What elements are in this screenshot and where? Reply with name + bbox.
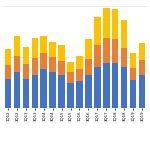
Bar — [49, 42, 56, 57]
Bar — [32, 58, 38, 75]
Bar — [23, 64, 29, 79]
Bar — [76, 56, 83, 69]
Bar — [139, 75, 145, 108]
Bar — [23, 47, 29, 64]
Bar — [14, 72, 20, 108]
Bar — [40, 36, 47, 53]
Bar — [5, 65, 11, 79]
Bar — [103, 38, 110, 63]
Bar — [94, 45, 101, 67]
Bar — [103, 8, 110, 38]
Bar — [121, 48, 127, 67]
Bar — [58, 61, 65, 75]
Bar — [67, 72, 74, 83]
Bar — [14, 36, 20, 56]
Bar — [76, 69, 83, 81]
Bar — [49, 72, 56, 108]
Bar — [85, 39, 92, 59]
Bar — [85, 75, 92, 108]
Bar — [40, 53, 47, 69]
Bar — [67, 62, 74, 72]
Bar — [112, 39, 118, 63]
Bar — [32, 75, 38, 108]
Bar — [94, 67, 101, 108]
Bar — [130, 80, 136, 108]
Bar — [5, 49, 11, 65]
Bar — [112, 63, 118, 108]
Bar — [5, 79, 11, 108]
Bar — [49, 57, 56, 72]
Bar — [130, 53, 136, 68]
Bar — [76, 81, 83, 108]
Bar — [139, 60, 145, 75]
Bar — [67, 83, 74, 108]
Bar — [23, 79, 29, 108]
Bar — [121, 67, 127, 108]
Bar — [32, 38, 38, 58]
Bar — [94, 17, 101, 45]
Bar — [103, 63, 110, 108]
Bar — [112, 9, 118, 39]
Bar — [139, 43, 145, 60]
Bar — [58, 45, 65, 61]
Bar — [85, 59, 92, 75]
Bar — [121, 20, 127, 48]
Bar — [40, 69, 47, 108]
Bar — [58, 75, 65, 108]
Bar — [130, 68, 136, 80]
Bar — [14, 56, 20, 72]
